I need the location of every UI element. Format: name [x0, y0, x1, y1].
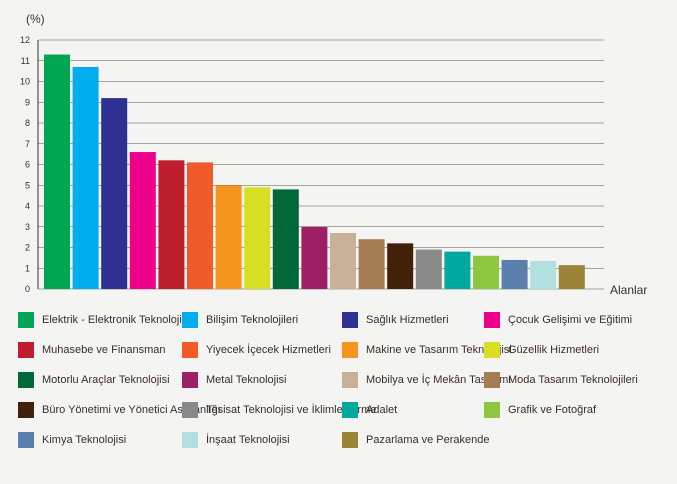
bar	[187, 162, 213, 289]
legend-label: Mobilya ve İç Mekân Tasarımı	[366, 374, 512, 386]
legend-label: Çocuk Gelişimi ve Eğitimi	[508, 314, 633, 326]
y-tick-label: 8	[25, 118, 30, 128]
legend-item: Bilişim Teknolojileri	[182, 311, 298, 329]
legend-swatch	[182, 402, 198, 418]
legend-swatch	[484, 402, 500, 418]
legend-item: Makine ve Tasarım Teknolojisi	[342, 341, 512, 359]
legend-swatch	[18, 342, 34, 358]
legend-item: Grafik ve Fotoğraf	[484, 401, 596, 419]
bar	[444, 251, 471, 289]
bar	[558, 265, 585, 289]
bar	[44, 54, 70, 290]
legend-item: Motorlu Araçlar Teknolojisi	[18, 371, 170, 389]
y-tick-label: 9	[25, 97, 30, 107]
legend-swatch	[18, 372, 34, 388]
legend-label: Motorlu Araçlar Teknolojisi	[42, 374, 170, 386]
legend-swatch	[342, 372, 358, 388]
y-tick-label: 2	[25, 243, 30, 253]
bar	[387, 243, 414, 289]
legend-swatch	[484, 342, 500, 358]
bar	[330, 232, 356, 289]
bar	[101, 98, 128, 289]
legend-item: Elektrik - Elektronik Teknolojisi	[18, 311, 190, 329]
legend-swatch	[182, 342, 198, 358]
y-tick-label: 0	[25, 284, 30, 294]
legend-item: Pazarlama ve Perakende	[342, 431, 490, 449]
legend-swatch	[18, 402, 34, 418]
bar	[301, 226, 328, 289]
legend-swatch	[484, 372, 500, 388]
legend-label: Güzellik Hizmetleri	[508, 344, 600, 356]
legend-label: Yiyecek İçecek Hizmetleri	[206, 344, 331, 356]
legend-item: Metal Teknolojisi	[182, 371, 287, 389]
y-tick-label: 7	[25, 139, 30, 149]
legend-item: Kimya Teknolojisi	[18, 431, 126, 449]
legend-item: Adalet	[342, 401, 397, 419]
legend-item: Mobilya ve İç Mekân Tasarımı	[342, 371, 511, 389]
bar	[158, 160, 185, 289]
bar	[215, 185, 242, 289]
legend-swatch	[182, 372, 198, 388]
y-tick-label: 4	[25, 201, 30, 211]
bar	[473, 255, 499, 289]
legend-label: Elektrik - Elektronik Teknolojisi	[42, 314, 190, 326]
legend-label: Pazarlama ve Perakende	[366, 434, 490, 446]
legend-label: Metal Teknolojisi	[206, 374, 287, 386]
legend-label: İnşaat Teknolojisi	[206, 434, 290, 446]
y-tick-label: 10	[20, 77, 30, 87]
legend-label: Büro Yönetimi ve Yönetici Asistanlığı	[42, 404, 221, 416]
legend-label: Grafik ve Fotoğraf	[508, 404, 597, 416]
bars	[44, 54, 585, 290]
legend-swatch	[342, 342, 358, 358]
bar	[244, 187, 271, 289]
legend: Elektrik - Elektronik Teknolojisi Bilişim…	[18, 311, 668, 471]
y-tick-label: 6	[25, 160, 30, 170]
bar	[72, 66, 99, 289]
legend-swatch	[18, 312, 34, 328]
legend-label: Tesisat Teknolojisi ve İklimlendirme	[206, 404, 377, 416]
legend-item: İnşaat Teknolojisi	[182, 431, 290, 449]
legend-swatch	[484, 312, 500, 328]
y-tick-label: 12	[20, 35, 30, 45]
legend-swatch	[342, 402, 358, 418]
bar	[358, 239, 385, 289]
legend-label: Bilişim Teknolojileri	[206, 314, 299, 326]
y-axis-title: (%)	[26, 12, 45, 26]
legend-item: Sağlık Hizmetleri	[342, 311, 449, 329]
bar	[501, 259, 528, 289]
bar	[272, 189, 299, 289]
legend-label: Moda Tasarım Teknolojileri	[508, 374, 638, 386]
legend-item: Büro Yönetimi ve Yönetici Asistanlığı	[18, 401, 221, 419]
legend-item: Moda Tasarım Teknolojileri	[484, 371, 638, 389]
y-tick-label: 3	[25, 222, 30, 232]
y-tick-label: 11	[21, 56, 30, 66]
legend-swatch	[182, 432, 198, 448]
legend-item: Çocuk Gelişimi ve Eğitimi	[484, 311, 632, 329]
chart-area: 0 1 2 3 4 5 6 7 8 9 10 11 12 (%) Alanlar	[20, 12, 647, 297]
legend-item: Güzellik Hizmetleri	[484, 341, 599, 359]
legend-item: Muhasebe ve Finansman	[18, 341, 166, 359]
legend-label: Makine ve Tasarım Teknolojisi	[366, 344, 512, 356]
y-tick-label: 5	[25, 180, 30, 190]
legend-swatch	[18, 432, 34, 448]
legend-swatch	[342, 312, 358, 328]
legend-item: Yiyecek İçecek Hizmetleri	[182, 341, 331, 359]
bar	[415, 249, 442, 289]
legend-label: Adalet	[366, 404, 398, 416]
bar	[530, 260, 557, 289]
legend-swatch	[342, 432, 358, 448]
bar	[129, 152, 156, 289]
x-axis-title: Alanlar	[610, 283, 647, 297]
legend-swatch	[182, 312, 198, 328]
legend-label: Kimya Teknolojisi	[42, 434, 127, 446]
legend-item: Tesisat Teknolojisi ve İklimlendirme	[182, 401, 376, 419]
y-tick-label: 1	[25, 263, 30, 273]
legend-label: Sağlık Hizmetleri	[366, 314, 449, 326]
legend-label: Muhasebe ve Finansman	[42, 344, 166, 356]
